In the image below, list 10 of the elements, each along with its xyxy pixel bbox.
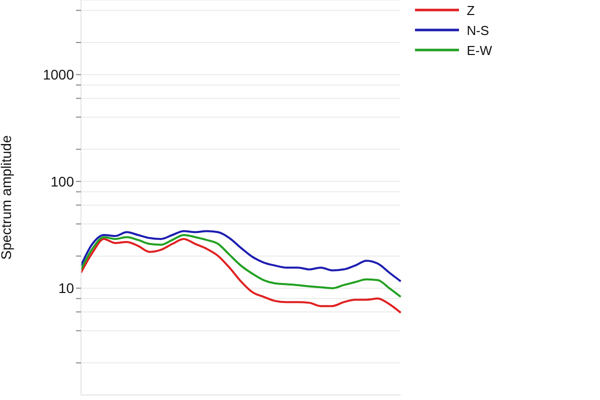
y-tick-label: 1000: [42, 66, 74, 83]
legend-label: Z: [466, 2, 475, 18]
line-series: [80, 238, 402, 314]
line-series: [80, 234, 402, 298]
legend-label: N-S: [466, 22, 490, 38]
y-tick-label: 10: [58, 280, 74, 296]
y-axis-title: Spectrum amplitude: [0, 135, 14, 260]
line-series: [80, 230, 402, 282]
legend-label: E-W: [466, 42, 492, 58]
y-tick-label: 100: [50, 173, 74, 190]
